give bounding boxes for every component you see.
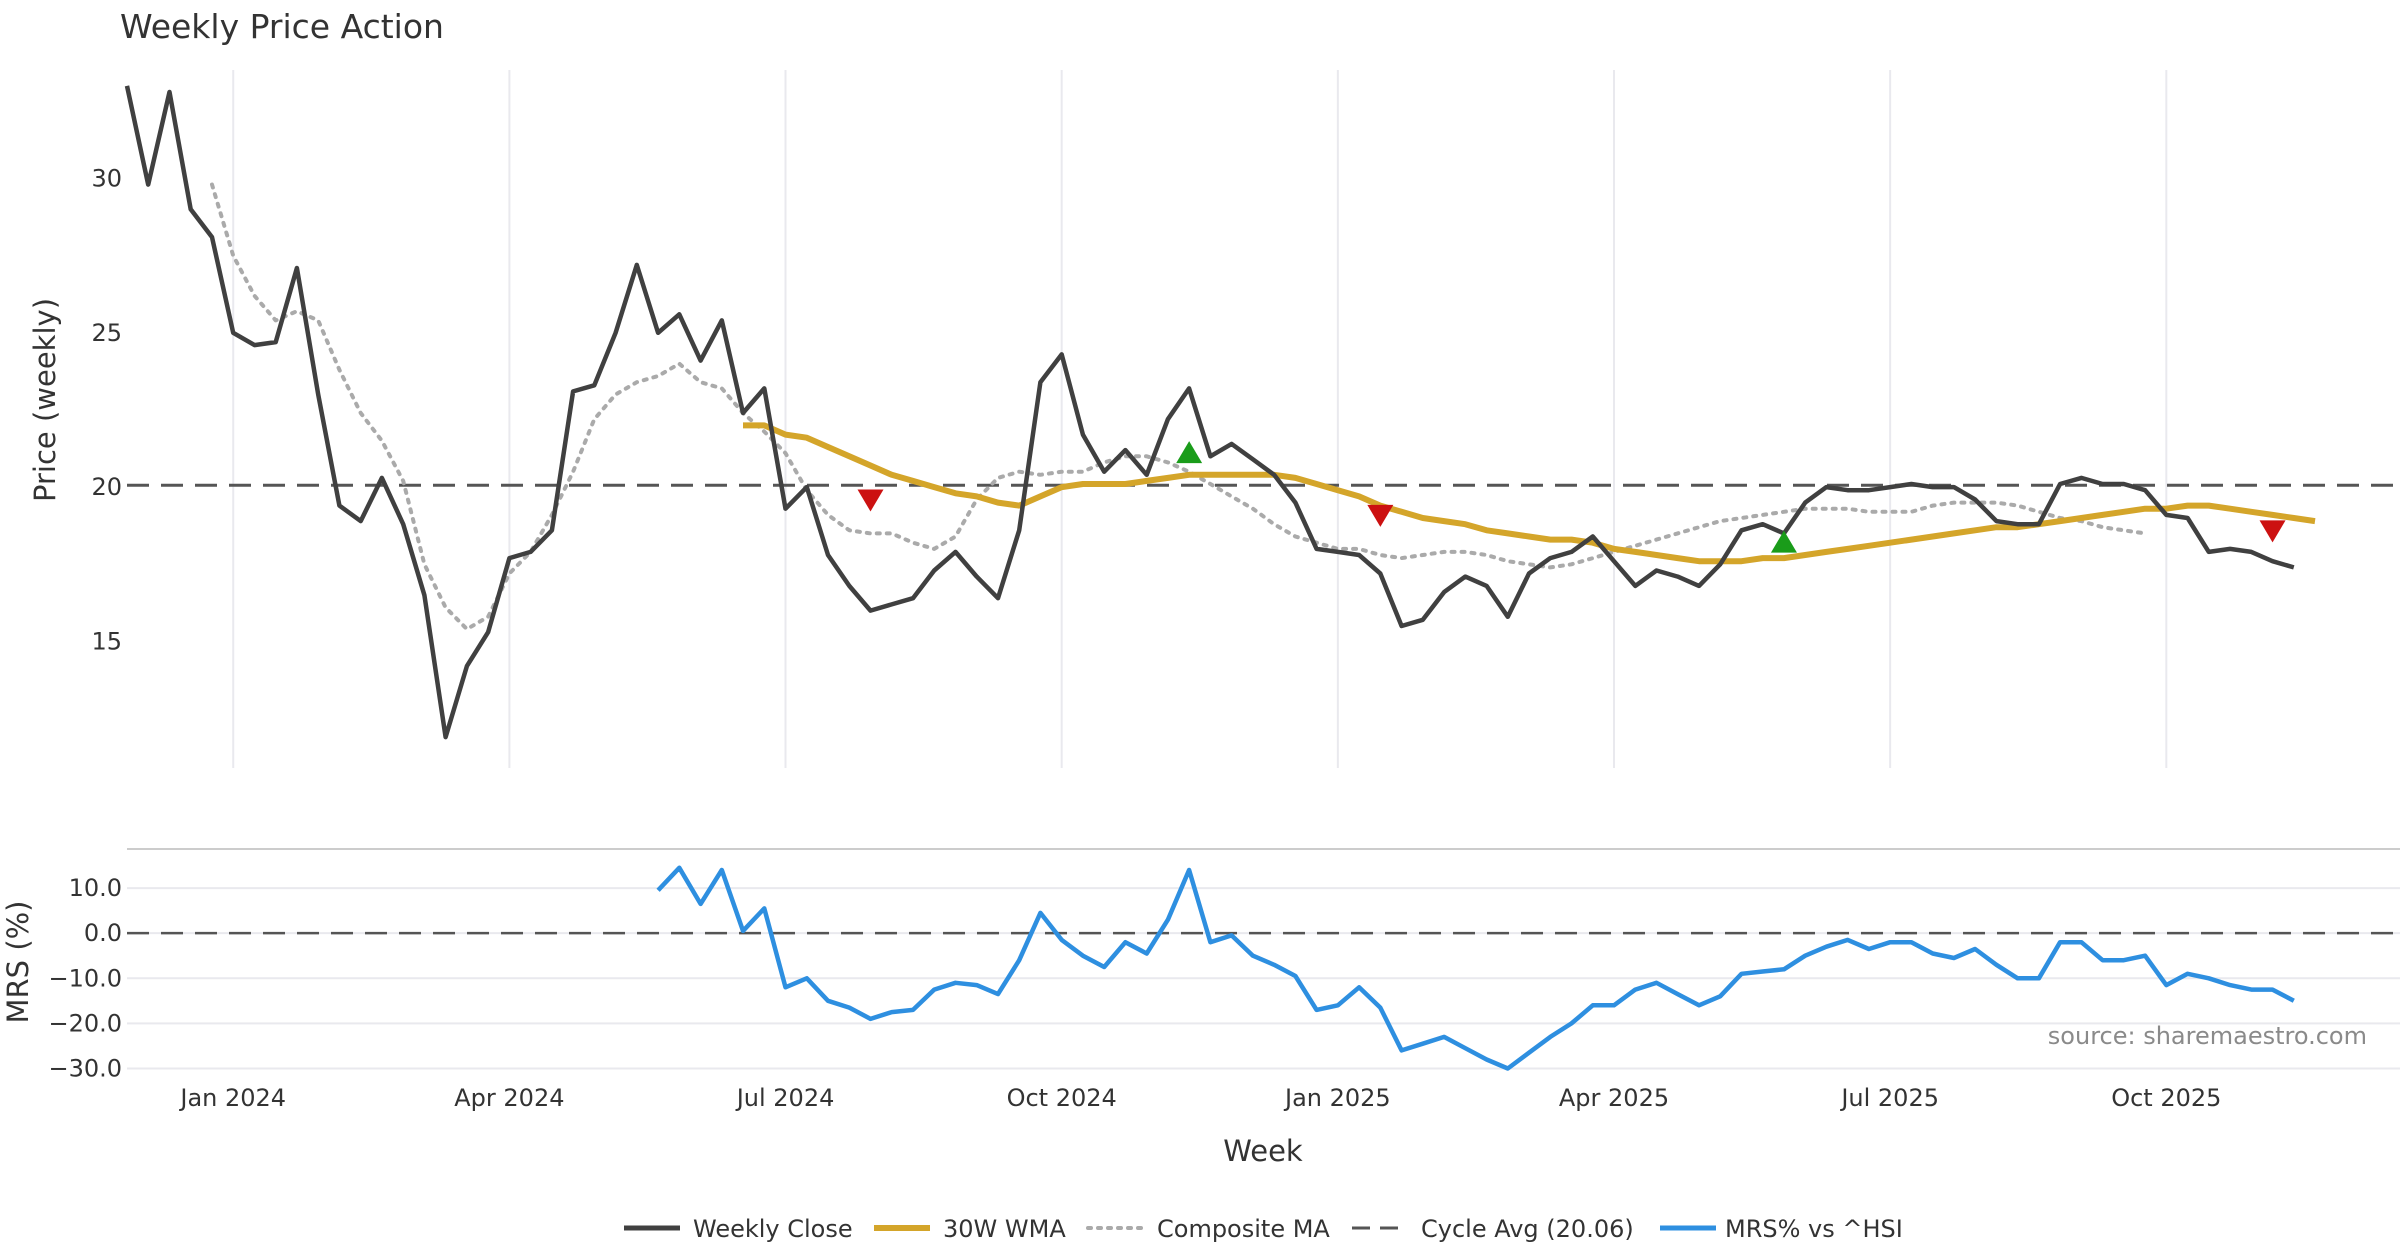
buy-signal-marker [1176,441,1203,464]
legend-label-mrs: MRS% vs ^HSI [1725,1215,1903,1243]
signal-markers [857,441,2286,553]
mrs-series [656,865,2295,1071]
x-tick-label: Apr 2024 [454,1084,564,1112]
x-tick-label: Jul 2025 [1839,1084,1939,1112]
source-annotation: source: sharemaestro.com [2048,1022,2367,1050]
x-axis-title: Week [1223,1134,1303,1168]
sell-signal-marker [1367,504,1394,527]
weekly-close-series [124,85,2295,740]
mrs-y-tick-label: −10.0 [48,964,122,992]
legend-label-cycle: Cycle Avg (20.06) [1421,1215,1634,1243]
mrs-axis-title: MRS (%) [1,901,35,1024]
sell-signal-marker [857,489,884,512]
buy-signal-marker [1770,530,1797,553]
wma-30w-series [743,422,2316,565]
x-tick-label: Jan 2025 [1283,1084,1391,1112]
price-axis-title: Price (weekly) [28,298,62,502]
x-tick-label: Oct 2025 [2111,1084,2221,1112]
chart-title: Weekly Price Action [120,7,444,46]
mrs-y-ticks: 10.0 0.0 −10.0 −20.0 −30.0 [48,874,122,1082]
sell-signal-marker [2259,520,2286,543]
mrs-y-tick-label: 0.0 [84,919,122,947]
composite-ma-series [210,182,2148,632]
legend-label-wma: 30W WMA [943,1215,1066,1243]
legend-label-composite: Composite MA [1157,1215,1330,1243]
mrs-y-tick-label: −20.0 [48,1009,122,1037]
price-y-ticks: 15 20 25 30 [91,164,122,655]
mrs-y-tick-label: −30.0 [48,1054,122,1082]
price-y-tick-label: 25 [91,319,122,347]
price-panel-grid [232,70,2168,768]
x-tick-label: Jan 2024 [178,1084,286,1112]
legend: Weekly Close 30W WMA Composite MA Cycle … [624,1215,1903,1243]
price-y-tick-label: 20 [91,473,122,501]
price-y-tick-label: 15 [91,627,122,655]
x-tick-label: Oct 2024 [1007,1084,1117,1112]
mrs-panel-grid [127,887,2400,1070]
x-tick-label: Apr 2025 [1559,1084,1669,1112]
x-ticks: Jan 2024 Apr 2024 Jul 2024 Oct 2024 Jan 2025… [178,1084,2221,1112]
price-y-tick-label: 30 [91,164,122,192]
legend-label-weekly-close: Weekly Close [693,1215,853,1243]
x-tick-label: Jul 2024 [735,1084,835,1112]
mrs-y-tick-label: 10.0 [69,874,122,902]
